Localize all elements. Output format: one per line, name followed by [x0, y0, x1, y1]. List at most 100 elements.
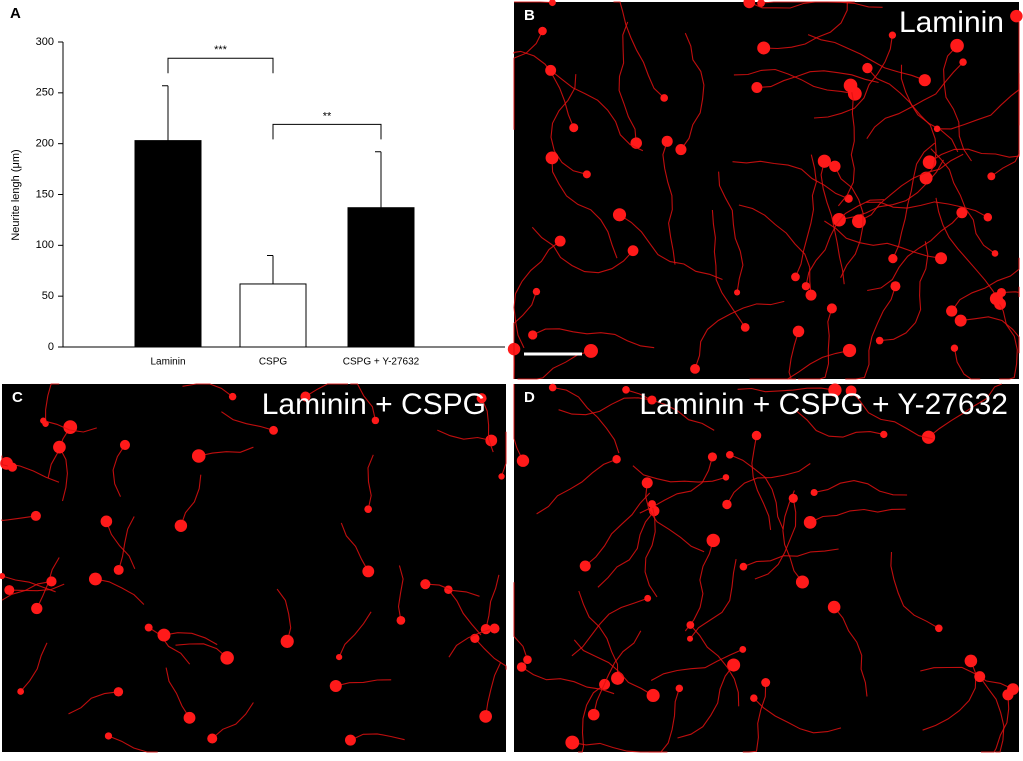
cell-body [647, 689, 660, 702]
cell-body [888, 254, 897, 263]
cell-body [362, 565, 374, 577]
cell-body [17, 688, 24, 695]
cell-body [662, 136, 673, 147]
bar [240, 284, 306, 347]
panel-letter: B [524, 7, 535, 24]
cell-body [1010, 10, 1022, 22]
cell-body [105, 732, 112, 739]
micrograph-d [514, 383, 1019, 752]
cell-body [752, 431, 762, 441]
cell-body [46, 576, 56, 586]
cell-body [950, 39, 964, 53]
neurite [514, 2, 552, 3]
cell-body [974, 671, 985, 682]
y-tick-label: 200 [36, 138, 54, 150]
cell-body [53, 441, 66, 454]
cell-body [844, 195, 852, 203]
cell-body [584, 344, 598, 358]
cell-body [676, 685, 683, 692]
cell-body [734, 289, 740, 295]
cell-body [517, 455, 529, 467]
cell-body [397, 616, 406, 625]
cell-body [984, 213, 992, 221]
cell-body [880, 431, 887, 438]
y-tick-label: 100 [36, 239, 54, 251]
cell-body [935, 625, 943, 633]
x-tick-label: Laminin [150, 357, 185, 368]
error-bar [375, 152, 381, 208]
cell-body [660, 94, 668, 102]
cell-body [761, 678, 770, 687]
cell-body [690, 364, 700, 374]
panel-letter: C [12, 389, 23, 406]
cell-body [479, 710, 492, 723]
cell-body [622, 386, 630, 394]
cell-body [919, 74, 931, 86]
cell-body [31, 511, 41, 521]
cell-body [934, 126, 941, 133]
cell-body [612, 455, 620, 463]
bar [348, 208, 414, 347]
cell-body [920, 172, 933, 185]
cell-body [89, 573, 102, 586]
cell-body [723, 474, 730, 481]
cell-body [580, 561, 591, 572]
cell-body [890, 281, 900, 291]
image-background [514, 2, 1019, 379]
y-tick-label: 300 [36, 36, 54, 48]
cell-body [114, 565, 124, 575]
panel-label: Laminin [899, 6, 1004, 39]
cell-body [955, 315, 967, 327]
cell-body [827, 303, 837, 313]
cell-body [708, 452, 717, 461]
cell-body [791, 273, 800, 282]
cell-body [648, 500, 656, 508]
y-tick-label: 0 [48, 341, 54, 353]
cell-body [843, 344, 856, 357]
cell-body [750, 694, 757, 701]
cell-body [523, 655, 532, 664]
cell-body [852, 214, 866, 228]
cell-body [40, 418, 46, 424]
cell-body [269, 426, 278, 435]
cell-body [192, 449, 206, 463]
cell-body [481, 624, 491, 634]
cell-body [364, 505, 372, 513]
y-tick-label: 150 [36, 188, 54, 200]
image-background [2, 384, 506, 752]
significance-bracket [168, 58, 273, 73]
cell-body [1007, 683, 1019, 695]
cell-body [175, 520, 187, 532]
cell-body [959, 58, 966, 65]
panel-letter: A [10, 5, 21, 22]
cell-body [722, 500, 731, 509]
cell-body [538, 27, 547, 36]
cell-body [757, 41, 770, 54]
cell-body [611, 672, 624, 685]
cell-body [987, 172, 995, 180]
cell-body [946, 305, 957, 316]
cell-body [184, 712, 196, 724]
cell-body [120, 440, 130, 450]
micrograph-c [0, 384, 506, 752]
error-bar [267, 256, 273, 284]
cell-body [490, 624, 500, 634]
cell-body [687, 636, 693, 642]
cell-body [546, 151, 559, 164]
cell-body [101, 516, 113, 528]
cell-body [740, 563, 748, 571]
cell-body [806, 290, 817, 301]
significance-label: ** [323, 110, 332, 122]
y-tick-label: 250 [36, 87, 54, 99]
cell-body [751, 82, 762, 93]
cell-body [829, 161, 840, 172]
y-tick-label: 50 [42, 290, 54, 302]
cell-body [114, 687, 123, 696]
cell-body [281, 635, 294, 648]
cell-body [726, 451, 734, 459]
cell-body [876, 337, 884, 345]
cell-body [804, 516, 817, 529]
cell-body [565, 736, 579, 750]
cell-body [498, 473, 504, 479]
